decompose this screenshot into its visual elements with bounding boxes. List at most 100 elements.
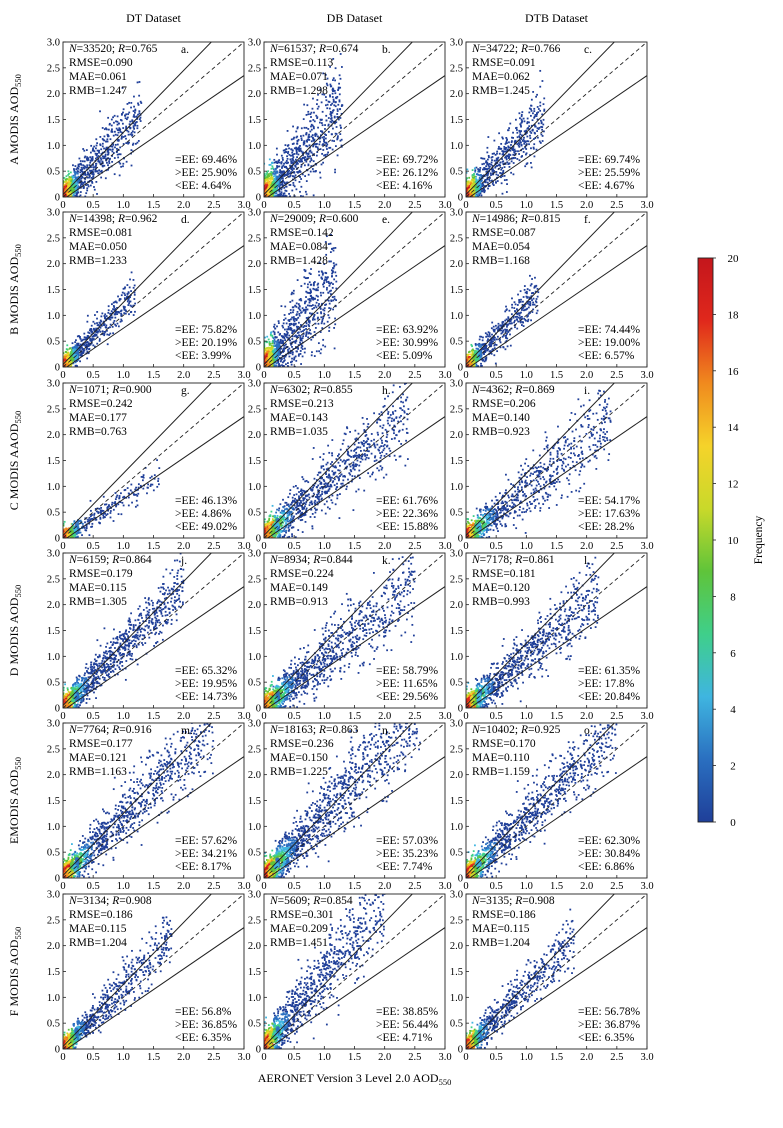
scatter-point bbox=[517, 144, 520, 147]
scatter-point bbox=[339, 77, 342, 80]
scatter-point bbox=[319, 291, 322, 294]
scatter-point bbox=[290, 328, 293, 331]
scatter-point bbox=[83, 180, 86, 183]
scatter-point bbox=[526, 162, 529, 165]
y-tick-label: 0.5 bbox=[47, 337, 60, 348]
scatter-point bbox=[305, 322, 308, 325]
scatter-point bbox=[523, 140, 526, 143]
scatter-point bbox=[313, 120, 316, 123]
scatter-point bbox=[117, 156, 120, 159]
scatter-point bbox=[510, 160, 513, 163]
x-tick-label: 1.0 bbox=[117, 370, 130, 381]
x-tick-label: 0 bbox=[261, 200, 266, 211]
scatter-point bbox=[296, 161, 299, 164]
scatter-point bbox=[496, 150, 499, 153]
scatter-point bbox=[330, 85, 333, 88]
y-tick-label: 0 bbox=[256, 193, 261, 204]
ee-lower-line bbox=[267, 75, 445, 197]
scatter-point bbox=[264, 180, 267, 183]
scatter-point bbox=[296, 142, 298, 145]
scatter-point bbox=[98, 169, 101, 172]
scatter-point bbox=[310, 157, 313, 160]
scatter-point bbox=[521, 139, 524, 142]
scatter-point bbox=[274, 172, 277, 175]
scatter-point bbox=[300, 159, 303, 162]
scatter-panel-2: 000.50.51.01.01.51.52.02.02.52.53.03.0N=… bbox=[450, 38, 654, 212]
scatter-point bbox=[472, 178, 474, 180]
scatter-point bbox=[323, 141, 326, 144]
scatter-point bbox=[514, 150, 517, 153]
scatter-point bbox=[116, 115, 119, 118]
scatter-point bbox=[325, 235, 328, 238]
scatter-point bbox=[276, 153, 278, 156]
scatter-point bbox=[501, 175, 504, 178]
scatter-point bbox=[130, 164, 133, 167]
scatter-point bbox=[112, 321, 115, 324]
scatter-point bbox=[326, 320, 329, 323]
scatter-point bbox=[94, 157, 97, 160]
scatter-point bbox=[321, 93, 324, 96]
stat-rmse: RMSE=0.081 bbox=[69, 227, 133, 239]
scatter-point bbox=[331, 96, 334, 98]
scatter-point bbox=[268, 177, 271, 180]
scatter-point bbox=[323, 312, 326, 315]
scatter-point bbox=[109, 332, 112, 335]
scatter-point bbox=[332, 77, 335, 80]
scatter-point bbox=[95, 327, 98, 330]
scatter-point bbox=[75, 195, 78, 197]
scatter-point bbox=[525, 153, 527, 156]
scatter-point bbox=[79, 169, 82, 172]
scatter-point bbox=[475, 194, 477, 197]
density-point bbox=[274, 179, 280, 185]
scatter-panel-1: 000.50.51.01.01.51.52.02.02.52.53.03.0N=… bbox=[248, 38, 452, 212]
scatter-point bbox=[80, 351, 83, 354]
scatter-point bbox=[265, 183, 267, 186]
scatter-point bbox=[71, 342, 74, 345]
scatter-point bbox=[268, 341, 271, 343]
scatter-point bbox=[315, 154, 318, 157]
scatter-point bbox=[293, 365, 296, 367]
scatter-point bbox=[292, 158, 294, 161]
scatter-point bbox=[475, 178, 477, 180]
scatter-point bbox=[310, 128, 313, 131]
scatter-point bbox=[66, 351, 69, 354]
scatter-point bbox=[307, 163, 310, 166]
scatter-point bbox=[281, 181, 284, 184]
scatter-point bbox=[98, 338, 101, 341]
scatter-point bbox=[497, 147, 500, 150]
scatter-point bbox=[137, 113, 139, 116]
y-tick-label: 0.5 bbox=[47, 167, 60, 178]
scatter-point bbox=[518, 135, 521, 138]
scatter-point bbox=[295, 147, 298, 150]
scatter-point bbox=[291, 299, 294, 302]
scatter-point bbox=[100, 176, 103, 179]
scatter-point bbox=[300, 139, 303, 141]
scatter-point bbox=[518, 159, 521, 162]
ee-within: =EE: 69.74% bbox=[578, 154, 640, 166]
scatter-point bbox=[488, 178, 490, 181]
scatter-point bbox=[515, 129, 518, 131]
scatter-point bbox=[335, 97, 338, 100]
scatter-point bbox=[317, 295, 319, 298]
scatter-point bbox=[543, 108, 546, 111]
scatter-point bbox=[468, 187, 470, 190]
scatter-point bbox=[122, 305, 125, 308]
scatter-point bbox=[123, 287, 126, 290]
scatter-point bbox=[519, 130, 521, 133]
scatter-point bbox=[309, 329, 311, 331]
scatter-point bbox=[333, 347, 336, 350]
scatter-point bbox=[295, 188, 298, 191]
scatter-point bbox=[509, 146, 511, 149]
scatter-point bbox=[331, 248, 333, 250]
x-tick-label: 3.0 bbox=[640, 200, 653, 211]
scatter-point bbox=[305, 193, 308, 196]
scatter-point bbox=[271, 167, 274, 170]
scatter-point bbox=[108, 162, 111, 164]
ee-below: <EE: 4.67% bbox=[578, 180, 635, 192]
scatter-point bbox=[301, 157, 304, 160]
scatter-point bbox=[543, 97, 546, 100]
scatter-point bbox=[335, 133, 338, 135]
scatter-point bbox=[298, 150, 301, 153]
scatter-point bbox=[297, 160, 300, 162]
scatter-point bbox=[302, 332, 305, 335]
